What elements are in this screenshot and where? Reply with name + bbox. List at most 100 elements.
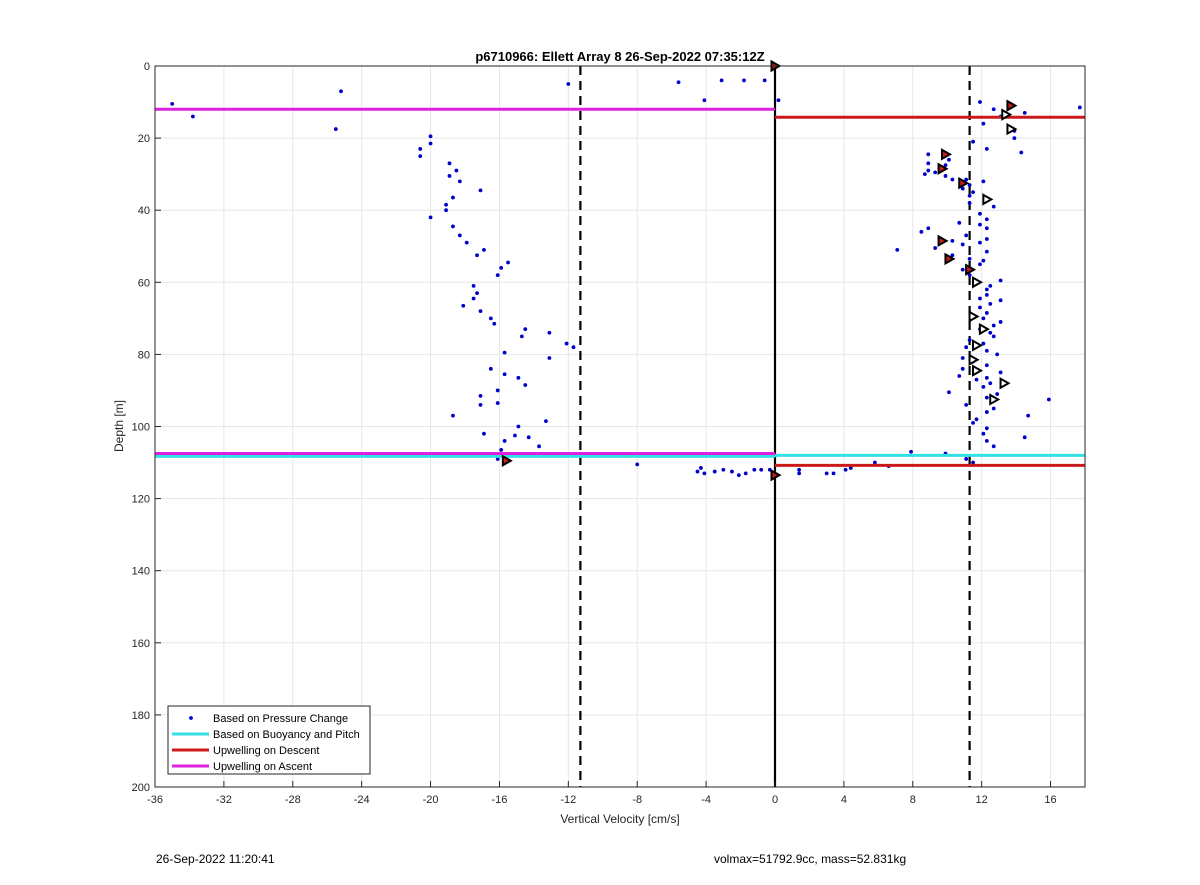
data-point [984, 348, 989, 353]
data-point [418, 154, 423, 159]
triangle-marker [1006, 99, 1018, 112]
data-point [428, 141, 433, 146]
data-point [984, 410, 989, 414]
data-point [635, 462, 640, 467]
data-point [495, 457, 500, 461]
data-point [702, 471, 707, 476]
data-point [926, 226, 931, 231]
data-point [471, 284, 476, 288]
data-point [974, 417, 979, 422]
data-point [998, 298, 1003, 303]
data-point [537, 444, 541, 449]
data-point [519, 334, 524, 339]
data-point [971, 190, 975, 195]
data-point [981, 341, 986, 346]
triangle-marker [937, 234, 949, 248]
data-point [831, 471, 836, 476]
data-point [998, 278, 1003, 283]
data-point [978, 211, 982, 216]
data-point [523, 327, 528, 332]
data-point [988, 302, 993, 306]
triangle-marker [770, 468, 782, 482]
data-point [981, 316, 986, 321]
data-point [566, 82, 571, 86]
data-point [967, 183, 972, 187]
data-point [564, 341, 569, 346]
data-point [702, 98, 707, 103]
data-point [513, 433, 517, 438]
data-point [743, 471, 748, 476]
data-point [1019, 150, 1024, 155]
data-point [909, 449, 913, 454]
data-point [971, 139, 975, 144]
data-point [499, 265, 504, 270]
data-point [523, 383, 528, 387]
data-point [995, 392, 1000, 396]
x-tick-label: -16 [491, 794, 507, 806]
data-point [933, 246, 938, 250]
data-point [447, 161, 452, 166]
data-point [978, 222, 982, 227]
data-point [797, 471, 802, 476]
data-point [495, 273, 500, 277]
data-point [984, 293, 989, 297]
data-point [991, 406, 996, 411]
y-tick-label: 180 [132, 710, 150, 722]
data-point [984, 375, 989, 380]
data-point [957, 374, 962, 378]
y-tick-label: 160 [132, 638, 150, 650]
data-point [190, 114, 195, 119]
data-point [170, 101, 175, 106]
data-point [967, 256, 972, 261]
data-point [478, 188, 483, 193]
data-point [502, 350, 507, 355]
data-point [984, 226, 989, 231]
y-tick-label: 20 [138, 133, 150, 145]
data-point [872, 460, 877, 465]
triangle-marker [1006, 122, 1018, 136]
data-point [988, 330, 993, 335]
data-point [984, 147, 989, 151]
data-point [451, 224, 455, 229]
data-point [1022, 435, 1027, 440]
data-point [499, 448, 504, 452]
data-point [950, 177, 955, 182]
footer-info: volmax=51792.9cc, mass=52.831kg [714, 852, 907, 866]
y-ticks: 0 20 40 60 80 100 120 140 160 180 200 [132, 61, 161, 794]
data-point [981, 431, 986, 436]
data-point [488, 316, 493, 321]
data-point [964, 457, 969, 461]
legend-label: Based on Buoyancy and Pitch [213, 729, 360, 741]
data-point [984, 237, 989, 241]
triangle-marker [965, 263, 977, 276]
footer-timestamp: 26-Sep-2022 11:20:41 [156, 852, 275, 866]
triangle-marker [982, 193, 994, 206]
triangle-marker [501, 454, 513, 467]
data-point [974, 377, 979, 382]
legend-box [167, 705, 371, 775]
data-point [547, 330, 552, 335]
pressure-change-points [170, 78, 1082, 478]
data-point [482, 247, 486, 252]
data-point [478, 393, 483, 398]
data-point [1026, 413, 1031, 418]
data-point [461, 303, 466, 308]
data-point [981, 121, 986, 126]
data-point [981, 384, 986, 389]
data-point [978, 296, 982, 301]
x-tick-label: 0 [772, 794, 778, 806]
data-point [451, 195, 455, 200]
data-point [950, 253, 955, 258]
data-point [1022, 110, 1027, 115]
data-point [960, 186, 965, 191]
x-tick-label: -4 [701, 794, 711, 806]
data-point [454, 168, 459, 173]
data-point [967, 201, 972, 205]
data-point [843, 467, 848, 472]
triangle-marker [972, 339, 984, 352]
legend-marker [189, 716, 193, 720]
triangle-marker [937, 162, 949, 175]
data-point [824, 471, 829, 476]
data-point [926, 161, 931, 166]
data-point [984, 439, 989, 443]
